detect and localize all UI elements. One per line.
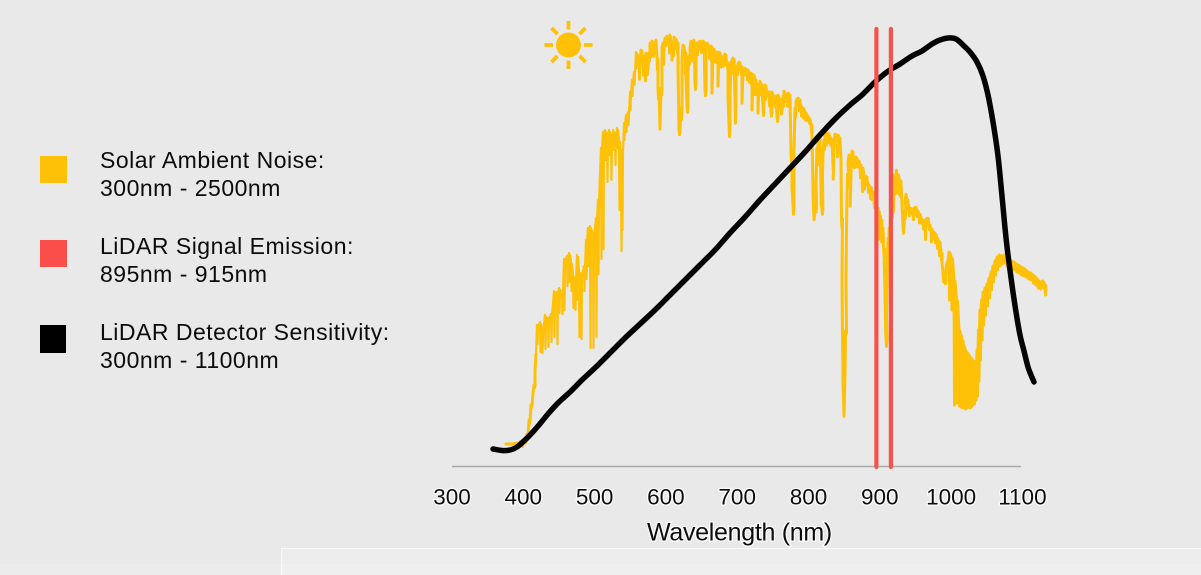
svg-text:700: 700 [718,485,756,510]
svg-text:1000: 1000 [926,485,976,510]
svg-text:600: 600 [647,485,685,510]
svg-text:1100: 1100 [998,485,1046,510]
svg-text:500: 500 [576,485,614,510]
svg-text:Wavelength (nm): Wavelength (nm) [647,519,832,547]
svg-text:300: 300 [433,485,471,510]
svg-text:900: 900 [861,485,899,510]
svg-text:400: 400 [505,485,543,510]
svg-text:800: 800 [790,485,828,510]
